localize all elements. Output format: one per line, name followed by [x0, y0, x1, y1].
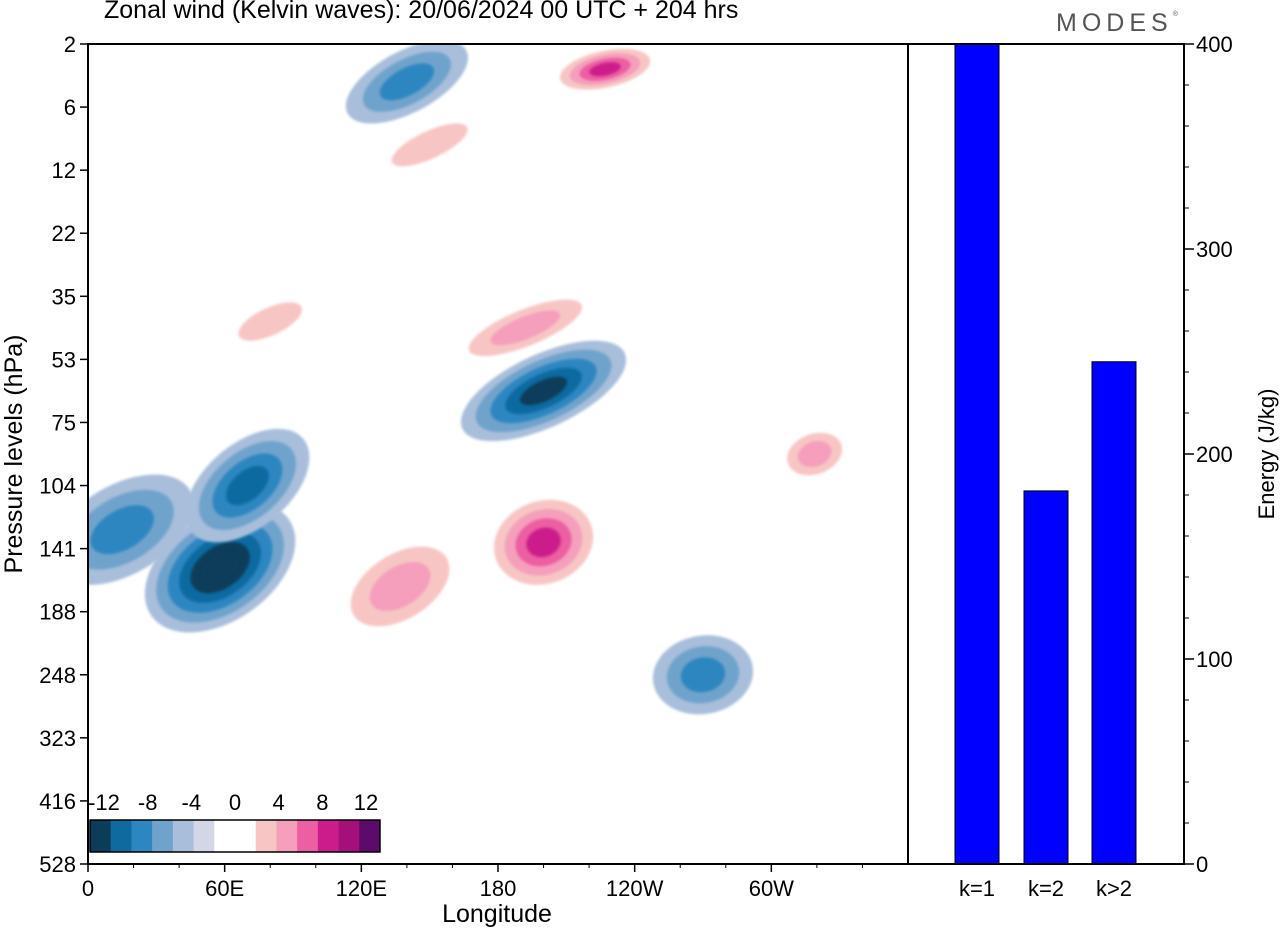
- contour-band: [490, 310, 561, 346]
- pressure-tick-label: 323: [39, 726, 76, 751]
- pressure-tick-label: 188: [39, 600, 76, 625]
- pressure-tick-label: 528: [39, 852, 76, 877]
- bar-category-labels: k=1 k=2 k>2: [959, 876, 1132, 901]
- colorbar-tick-label: -12: [88, 790, 120, 815]
- colorbar-tick-label: 4: [273, 790, 285, 815]
- colorbar-tick-label: -8: [138, 790, 158, 815]
- colorbar-swatch: [152, 820, 174, 852]
- energy-tick-label: 100: [1196, 647, 1233, 672]
- energy-axis: 0 100 200 300 400: [1184, 32, 1233, 877]
- pressure-tick-label: 35: [52, 284, 76, 309]
- pressure-tick-label: 22: [52, 221, 76, 246]
- contour-band: [201, 551, 239, 584]
- brand-text: MODES: [1056, 9, 1173, 37]
- x-axis-label: Longitude: [442, 900, 552, 928]
- colorbar-swatch: [193, 820, 215, 852]
- colorbar-swatch: [359, 820, 381, 852]
- colorbar-tick-label: 12: [354, 790, 378, 815]
- colorbar-swatch: [235, 820, 257, 852]
- colorbar-swatch: [214, 820, 236, 852]
- energy-tick-label: 200: [1196, 442, 1233, 467]
- colorbar-tick-label: 8: [316, 790, 328, 815]
- contour-band: [379, 63, 435, 101]
- contour-band: [680, 657, 726, 693]
- contour-band: [519, 376, 568, 406]
- longitude-tick-label: 180: [480, 876, 517, 901]
- colorbar-frame: [89, 819, 381, 853]
- longitude-tick-label: 60W: [749, 876, 794, 901]
- longitude-tick-label: 120E: [336, 876, 387, 901]
- energy-bar: [1023, 490, 1069, 865]
- contour-band: [391, 123, 468, 167]
- pressure-tick-label: 53: [52, 347, 76, 372]
- colorbar: -12 -8 -4 0 4 8 12: [88, 790, 381, 853]
- y-axis-label: Pressure levels (hPa): [0, 335, 28, 574]
- colorbar-swatch: [172, 820, 195, 852]
- colorbar-tick-label: 0: [229, 790, 241, 815]
- colorbar-swatch: [131, 820, 153, 852]
- energy-tick-label: 400: [1196, 32, 1233, 57]
- colorbar-swatch: [255, 820, 277, 852]
- colorbar-swatch: [110, 820, 132, 852]
- registered-mark: ®: [1172, 11, 1178, 18]
- pressure-tick-label: 416: [39, 789, 76, 814]
- colorbar-swatch: [276, 820, 298, 852]
- longitude-axis: 0 60E 120E 180 120W 60W: [82, 864, 863, 901]
- contour-band: [589, 62, 621, 77]
- colorbar-swatch: [317, 820, 340, 852]
- contour-band: [238, 302, 303, 341]
- pressure-tick-label: 248: [39, 663, 76, 688]
- pressure-tick-label: 141: [39, 537, 76, 562]
- pressure-tick-label: 2: [64, 32, 76, 57]
- contour-band: [90, 505, 154, 555]
- brand-logo: MODES®: [1056, 9, 1178, 38]
- longitude-tick-label: 60E: [205, 876, 244, 901]
- contour-band: [369, 561, 431, 611]
- bar-category-label: k=1: [959, 876, 995, 901]
- bar-category-label: k>2: [1096, 876, 1132, 901]
- colorbar-swatch: [297, 820, 319, 852]
- contour-band: [225, 465, 269, 506]
- energy-axis-label: Energy (J/kg): [1254, 389, 1279, 520]
- bar-category-label: k=2: [1028, 876, 1064, 901]
- energy-tick-label: 300: [1196, 237, 1233, 262]
- pressure-tick-label: 75: [52, 410, 76, 435]
- colorbar-swatch: [90, 820, 112, 852]
- energy-tick-label: 0: [1196, 852, 1208, 877]
- pressure-tick-label: 104: [39, 474, 76, 499]
- pressure-tick-label: 6: [64, 95, 76, 120]
- contour-field: [88, 44, 853, 715]
- energy-bar: [1091, 361, 1137, 865]
- contour-band: [797, 440, 832, 468]
- longitude-tick-label: 120W: [606, 876, 664, 901]
- chart-title: Zonal wind (Kelvin waves): 20/06/2024 00…: [104, 0, 739, 24]
- energy-bars: [954, 43, 1137, 865]
- pressure-tick-label: 12: [52, 158, 76, 183]
- contour-band: [526, 527, 561, 558]
- longitude-tick-label: 0: [82, 876, 94, 901]
- colorbar-tick-label: -4: [182, 790, 202, 815]
- pressure-axis: 2 6 12 22 35 53 75 104 141 188 248 323 416 528: [39, 32, 88, 877]
- energy-bar: [954, 43, 1000, 865]
- colorbar-swatch: [338, 820, 360, 852]
